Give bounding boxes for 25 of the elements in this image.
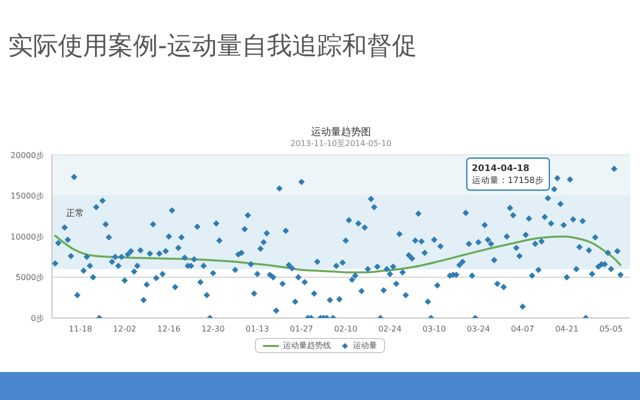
x-tick-label: 04-07 <box>510 324 534 334</box>
annotation: 2014-04-18 运动量：17158步 <box>472 164 544 186</box>
x-tick-label: 02-10 <box>334 324 358 334</box>
x-tick-label: 12-16 <box>157 324 180 334</box>
y-tick-label: 20000步 <box>10 150 44 160</box>
y-tick-label: 15000步 <box>10 192 44 201</box>
y-tick-label: 0步 <box>30 314 44 323</box>
x-tick-label: 02-24 <box>378 324 402 334</box>
legend-label: 运动量趋势线 <box>283 340 331 351</box>
band-label: 正常 <box>66 208 84 220</box>
x-tick-label: 03-10 <box>422 324 446 334</box>
chart-title: 运动量趋势图 <box>310 127 372 139</box>
x-tick-label: 12-30 <box>201 324 225 334</box>
chart-subtitle: 2013-11-10至2014-05-10 <box>290 139 392 149</box>
x-tick-label: 12-02 <box>113 324 136 334</box>
y-tick-label: 5000步 <box>16 273 44 282</box>
x-tick-label: 04-21 <box>555 324 578 334</box>
x-tick-label: 01-27 <box>290 324 314 334</box>
text: 实际使用案例-运动量自我追踪和督促 <box>8 30 418 62</box>
x-tick-label: 11-18 <box>68 324 92 334</box>
legend-label: 运动量 <box>353 340 377 351</box>
y-tick-label: 10000步 <box>10 232 44 242</box>
x-tick-label: 03-24 <box>466 324 490 334</box>
x-tick-label: 01-13 <box>246 324 269 334</box>
x-tick-label: 05-05 <box>599 324 623 334</box>
